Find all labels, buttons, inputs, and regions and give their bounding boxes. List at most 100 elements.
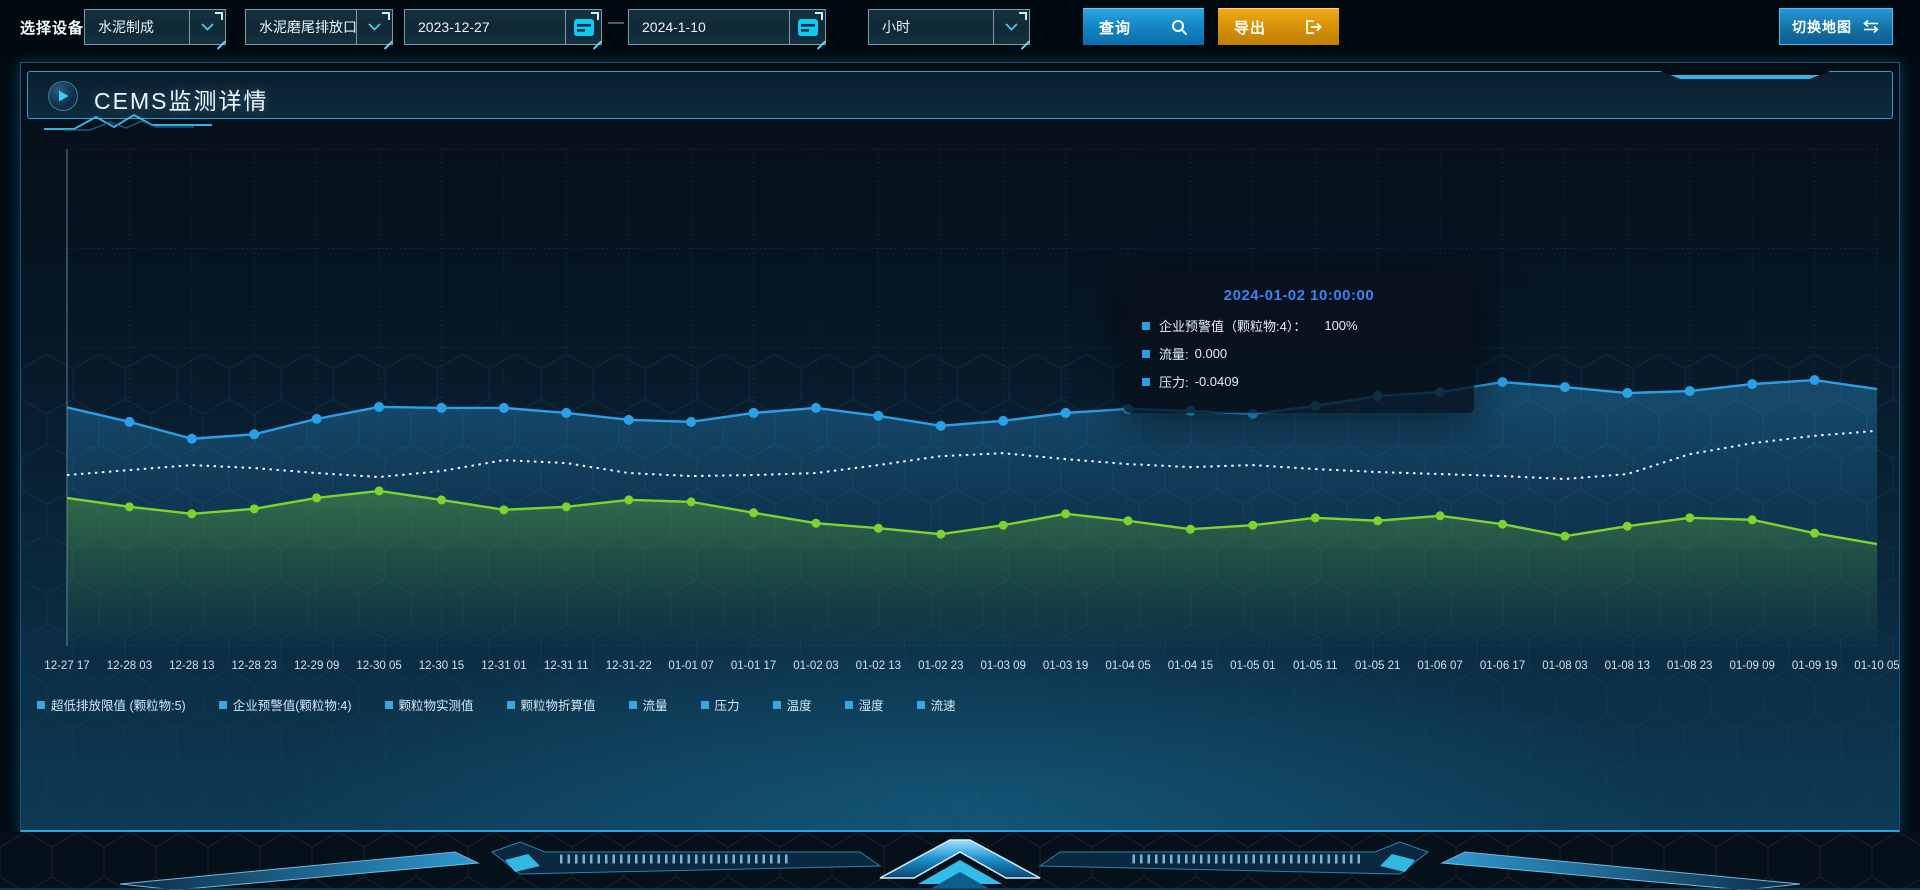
cems-panel: CEMS监测详情 12-27 17 12-28 03 12-28 13 12-28 2… (20, 62, 1900, 832)
start-date-value: 2023-12-27 (418, 19, 490, 35)
legend-item[interactable]: 湿度 (844, 695, 884, 714)
x-axis-label: 12-27 17 (44, 660, 89, 672)
calendar-icon (573, 16, 595, 38)
panel-title: CEMS监测详情 (94, 88, 269, 114)
x-axis-label: 12-28 13 (169, 660, 214, 672)
x-axis-label: 01-09 19 (1792, 660, 1837, 672)
tooltip-value: -0.0409 (1194, 374, 1239, 389)
legend-item[interactable]: 超低排放限值 (颗粒物:5) (37, 695, 186, 714)
tooltip-marker-icon (1142, 321, 1150, 330)
x-axis-label: 01-04 05 (1105, 660, 1150, 672)
legend-item[interactable]: 压力 (700, 695, 740, 714)
x-axis-label: 01-09 09 (1729, 660, 1774, 672)
chevron-down-icon (201, 23, 214, 31)
tooltip-row: 流量: 0.000 (1142, 344, 1456, 363)
search-icon (1171, 19, 1188, 36)
outlet-select-caret-box[interactable] (356, 10, 392, 44)
switch-map-button-label: 切换地图 (1792, 18, 1852, 35)
legend-item[interactable]: 流量 (628, 695, 668, 714)
legend-label: 颗粒物折算值 (520, 699, 596, 713)
plant-select-caret-box[interactable] (189, 10, 225, 44)
x-axis-label: 12-31-22 (606, 660, 652, 672)
x-axis-label: 12-29 09 (294, 660, 339, 672)
legend-item[interactable]: 企业预警值(颗粒物:4) (218, 695, 352, 714)
outlet-select-value: 水泥磨尾排放口 (259, 19, 356, 35)
legend-marker-icon (772, 700, 781, 709)
tooltip-marker-icon (1142, 377, 1150, 386)
x-axis-label: 01-10 05 (1854, 660, 1899, 672)
header-notch-accent (1660, 71, 1830, 79)
cems-line-chart[interactable]: 12-27 17 12-28 03 12-28 13 12-28 23 12-29 09… (21, 121, 1901, 731)
x-axis-label: 01-04 15 (1168, 660, 1213, 672)
legend-label: 湿度 (858, 699, 884, 713)
calendar-icon (797, 16, 819, 38)
end-date-calendar-box[interactable] (789, 10, 825, 44)
x-axis-label: 01-03 19 (1043, 660, 1088, 672)
x-axis-label: 01-01 07 (668, 660, 713, 672)
tooltip-label: 企业预警值（颗粒物:4）： (1159, 319, 1307, 334)
switch-map-button[interactable]: 切换地图 (1779, 8, 1893, 45)
x-axis-label: 01-02 13 (856, 660, 901, 672)
emblem-right-wing (1038, 841, 1801, 890)
legend-marker-icon (628, 700, 637, 709)
tooltip-row: 压力: -0.0409 (1142, 372, 1456, 391)
tooltip-label: 压力: (1159, 375, 1189, 390)
end-date-value: 2024-1-10 (642, 19, 706, 35)
end-date-input[interactable]: 2024-1-10 (628, 9, 826, 45)
x-axis-label: 01-01 17 (731, 660, 776, 672)
tooltip-label: 流量: (1159, 347, 1189, 362)
legend-item[interactable]: 颗粒物实测值 (384, 695, 474, 714)
legend-marker-icon (916, 700, 925, 709)
legend-label: 超低排放限值 (颗粒物:5) (51, 699, 186, 713)
tooltip-value: 100% (1324, 318, 1358, 333)
tooltip-row: 企业预警值（颗粒物:4）： 100% (1142, 316, 1456, 335)
date-range-separator: — (608, 14, 624, 31)
tooltip-marker-icon (1142, 349, 1150, 358)
device-select-label: 选择设备 (20, 20, 85, 37)
export-button[interactable]: 导出 (1218, 8, 1339, 45)
plant-select[interactable]: 水泥制成 (84, 9, 226, 45)
x-axis-label: 12-30 15 (419, 660, 464, 672)
legend-label: 企业预警值(颗粒物:4) (232, 699, 352, 713)
legend-item[interactable]: 流速 (916, 695, 956, 714)
tech-frame-decoration (0, 832, 1920, 890)
x-axis-label: 01-05 21 (1355, 660, 1400, 672)
switch-arrows-icon (1862, 20, 1880, 33)
play-icon[interactable] (48, 81, 78, 111)
plant-select-value: 水泥制成 (98, 19, 154, 35)
chart-legend: 超低排放限值 (颗粒物:5) 企业预警值(颗粒物:4) 颗粒物实测值 颗粒物折算值 流量… (37, 695, 956, 714)
legend-label: 颗粒物实测值 (398, 699, 474, 713)
legend-marker-icon (218, 700, 227, 709)
x-axis-label: 01-03 09 (981, 660, 1026, 672)
legend-label: 压力 (714, 699, 740, 713)
chevron-down-icon (368, 23, 381, 31)
chevron-down-icon (1005, 23, 1018, 31)
start-date-input[interactable]: 2023-12-27 (404, 9, 602, 45)
export-button-label: 导出 (1234, 19, 1267, 37)
legend-label: 流量 (642, 699, 668, 713)
x-axis-label: 12-28 23 (232, 660, 277, 672)
legend-label: 流速 (930, 699, 956, 713)
query-button[interactable]: 查询 (1083, 8, 1204, 45)
tooltip-title: 2024-01-02 10:00:00 (1223, 287, 1375, 304)
legend-marker-icon (844, 700, 853, 709)
legend-marker-icon (700, 700, 709, 709)
outlet-select[interactable]: 水泥磨尾排放口 (245, 9, 393, 45)
x-axis-label: 01-06 07 (1417, 660, 1462, 672)
legend-item[interactable]: 温度 (772, 695, 812, 714)
interval-select[interactable]: 小时 (868, 9, 1030, 45)
emblem-center (879, 839, 1041, 889)
x-axis-label: 12-31 01 (481, 660, 526, 672)
start-date-calendar-box[interactable] (565, 10, 601, 44)
tooltip-value: 0.000 (1194, 346, 1228, 361)
query-button-label: 查询 (1099, 19, 1132, 37)
x-axis-label: 01-05 11 (1293, 660, 1338, 672)
export-icon (1305, 19, 1323, 35)
legend-item[interactable]: 颗粒物折算值 (506, 695, 596, 714)
interval-select-caret-box[interactable] (993, 10, 1029, 44)
legend-label: 温度 (786, 699, 812, 713)
legend-marker-icon (384, 700, 393, 709)
chart-tooltip: 2024-01-02 10:00:00 企业预警值（颗粒物:4）： 100% 流量:… (1124, 273, 1474, 413)
x-axis-label: 12-31 11 (544, 660, 589, 672)
